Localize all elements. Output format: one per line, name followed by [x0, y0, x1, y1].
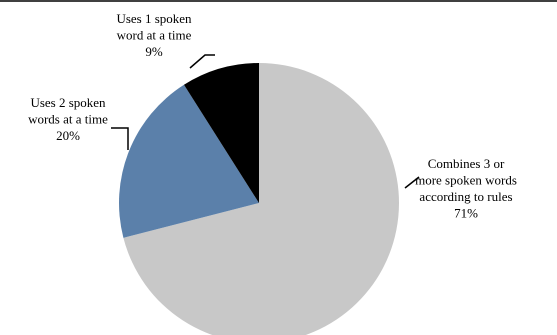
slice-labels: Combines 3 or more spoken words according … — [28, 11, 517, 221]
slice-label-line: according to rules — [419, 189, 512, 204]
pie-slice-1 — [123, 63, 399, 335]
slice-label-line: word at a time — [117, 28, 192, 43]
slice-percent-3: 9% — [145, 44, 163, 59]
slice-label-2: Uses 2 spoken words at a time 20% — [28, 95, 108, 143]
slice-percent-2: 20% — [56, 128, 80, 143]
slice-label-line: Uses 1 spoken — [116, 11, 192, 26]
slice-label-3: Uses 1 spoken word at a time 9% — [116, 11, 192, 59]
slice-label-line: Combines 3 or — [428, 156, 505, 171]
leader-line-3 — [189, 54, 215, 69]
slice-label-line: Uses 2 spoken — [30, 95, 106, 110]
leader-line-1 — [404, 176, 420, 189]
slice-percent-1: 71% — [454, 206, 478, 221]
pie-slice-2 — [118, 84, 260, 238]
pie-slices — [118, 63, 399, 335]
pie-slice-3 — [183, 63, 259, 203]
slice-label-1: Combines 3 or more spoken words according … — [415, 156, 517, 221]
slice-label-line: words at a time — [28, 112, 108, 127]
leader-line-2 — [111, 127, 129, 150]
leader-lines — [111, 54, 420, 189]
slice-label-line: more spoken words — [415, 173, 517, 188]
